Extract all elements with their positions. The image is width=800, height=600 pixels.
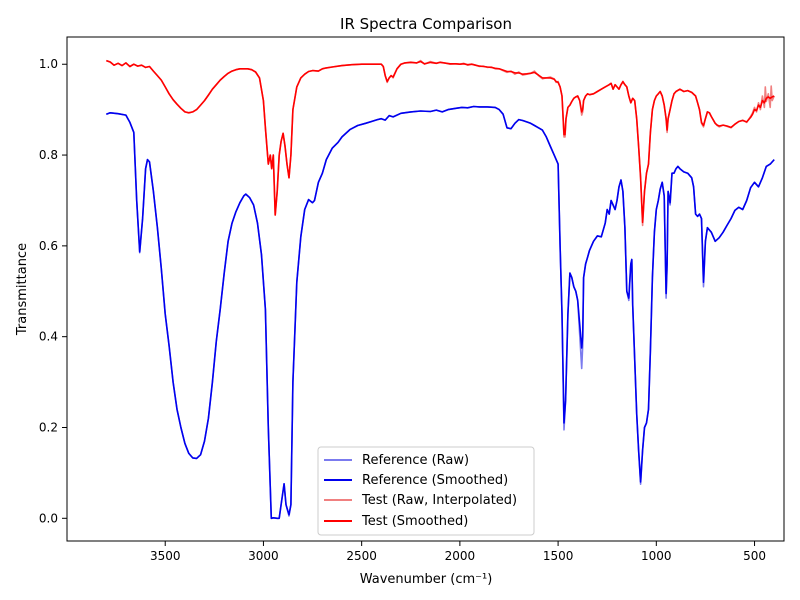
x-tick-label: 2500 [346,549,377,563]
y-tick-label: 0.4 [39,330,58,344]
x-tick-label: 1500 [543,549,574,563]
y-axis-label: Transmittance [15,243,30,336]
y-axis-ticks: 0.0 0.2 0.4 0.6 0.8 1.0 [39,57,67,525]
y-tick-label: 1.0 [39,57,58,71]
plot-lines [106,59,775,520]
series-line-reference-smoothed [106,105,775,520]
legend-label-test-smoothed: Test (Smoothed) [361,514,468,529]
x-tick-label: 3500 [150,549,181,563]
y-tick-label: 0.0 [39,511,58,525]
x-tick-label: 500 [743,549,766,563]
series-line-test-smoothed [106,59,775,224]
x-tick-label: 2000 [445,549,476,563]
legend-label-reference-smoothed: Reference (Smoothed) [362,473,508,488]
chart-title: IR Spectra Comparison [340,15,512,33]
x-axis-label: Wavenumber (cm⁻¹) [360,572,493,587]
legend-box [317,446,535,536]
x-tick-label: 3000 [248,549,279,563]
y-tick-label: 0.8 [39,148,58,162]
x-tick-label: 1000 [641,549,672,563]
y-tick-label: 0.6 [39,239,58,253]
legend-label-reference-raw: Reference (Raw) [362,453,469,468]
y-tick-label: 0.2 [39,420,58,434]
legend: Reference (Raw) Reference (Smoothed) Tes… [317,446,535,536]
x-axis-ticks: 3500 3000 2500 2000 1500 1000 500 [150,541,766,563]
plot-frame [66,36,785,542]
legend-label-test-raw: Test (Raw, Interpolated) [361,493,517,508]
